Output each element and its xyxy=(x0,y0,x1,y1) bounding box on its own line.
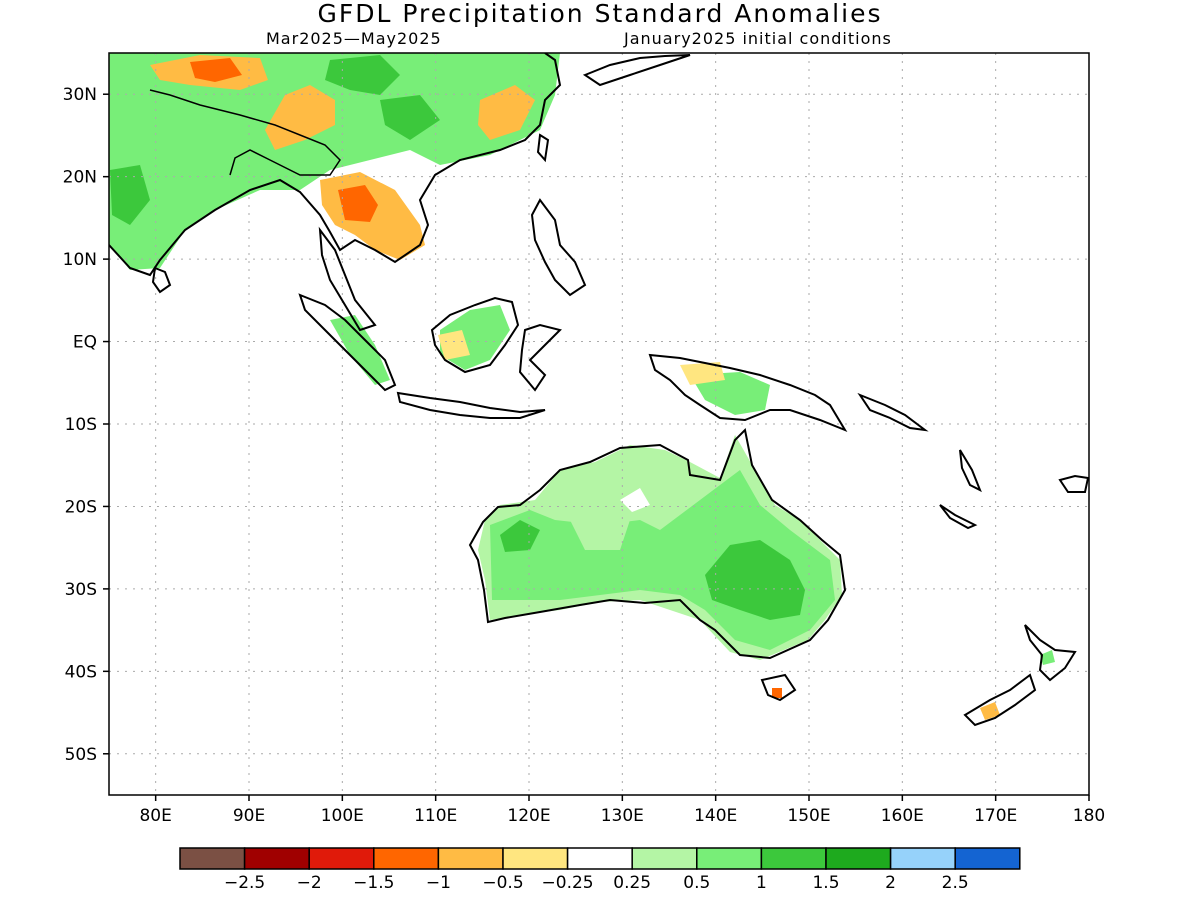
tasmania-negative-anomaly xyxy=(772,688,782,698)
new-caledonia-coastline xyxy=(939,504,978,530)
longitude-labels: 80E 90E 100E 110E 120E 130E 140E 150E 160E 170E 18… xyxy=(139,795,1105,826)
colorbar-label-3: −1 xyxy=(426,873,451,893)
philippines-coastline xyxy=(530,198,587,297)
colorbar-swatch-10 xyxy=(825,847,892,870)
sulawesi-coastline xyxy=(518,323,562,392)
colorbar-label-6: 0.25 xyxy=(613,873,651,893)
lat-label-10S: 10S xyxy=(65,415,97,435)
colorbar-label-7: 0.5 xyxy=(683,873,710,893)
indochina-negative-anomaly-strong xyxy=(338,185,378,222)
new-zealand-north-coastline xyxy=(1024,624,1077,682)
colorbar-swatch-8 xyxy=(696,847,763,870)
east-china-negative-anomaly xyxy=(478,85,535,140)
asia-anomaly-fill-strong xyxy=(325,55,400,95)
china-negative-anomaly xyxy=(265,85,335,150)
fiji-coastline xyxy=(1058,474,1089,493)
lat-label-30N: 30N xyxy=(63,85,97,105)
coastlines xyxy=(109,53,1089,727)
colorbar-label-9: 1.5 xyxy=(812,873,839,893)
new-guinea-coastline xyxy=(648,353,848,433)
asia-anomaly-fill xyxy=(109,53,560,270)
colorbar-label-5: −0.25 xyxy=(542,873,594,893)
new-zealand-negative-anomaly xyxy=(980,702,1000,720)
colorbar-swatch-9 xyxy=(760,847,827,870)
lon-label-80E: 80E xyxy=(139,806,171,826)
forecast-period: Mar2025—May2025 xyxy=(266,29,442,48)
colorbar-swatch-4 xyxy=(437,847,504,870)
australia-anomaly-fill-strong-3 xyxy=(500,520,540,552)
colorbar-label-2: −1.5 xyxy=(353,873,394,893)
colorbar-label-1: −2 xyxy=(297,873,322,893)
java-coastline xyxy=(396,391,546,419)
sri-lanka-coastline xyxy=(151,266,172,294)
colorbar-label-0: −2.5 xyxy=(224,873,265,893)
tasmania-coastline xyxy=(760,673,797,702)
colorbar-swatch-1 xyxy=(243,847,310,870)
india-anomaly-fill xyxy=(110,165,150,225)
lon-label-110E: 110E xyxy=(414,806,457,826)
mainland-asia-coastline xyxy=(109,53,562,277)
lon-label-160E: 160E xyxy=(881,806,924,826)
australia-coastline xyxy=(468,427,847,660)
new-guinea-negative-anomaly xyxy=(680,362,725,385)
colorbar-swatch-0 xyxy=(179,847,246,870)
borneo-coastline xyxy=(430,296,520,374)
initial-conditions: January2025 initial conditions xyxy=(624,29,892,48)
lon-label-180: 180 xyxy=(1073,806,1105,826)
himalaya-border xyxy=(149,89,341,176)
colorbar-swatch-6 xyxy=(566,847,633,870)
lat-label-50S: 50S xyxy=(65,745,97,765)
lat-label-20N: 20N xyxy=(63,168,97,188)
lon-label-170E: 170E xyxy=(974,806,1017,826)
australia-anomaly-fill-strong-2 xyxy=(705,540,805,620)
grid-lines xyxy=(109,53,1090,795)
anomaly-shading xyxy=(109,53,1055,720)
lat-label-EQ: EQ xyxy=(73,333,97,353)
colorbar-swatch-11 xyxy=(889,847,956,870)
map-title: GFDL Precipitation Standard Anomalies xyxy=(317,0,883,28)
australia-anomaly-fill-light xyxy=(570,505,630,550)
colorbar-swatch-12 xyxy=(954,847,1021,870)
taiwan-coastline xyxy=(536,133,550,163)
tibet-negative-anomaly-strong xyxy=(190,58,242,82)
australia-white-patch xyxy=(620,488,650,512)
sumatra-coastline xyxy=(298,293,397,392)
vanuatu-coastline xyxy=(959,449,982,493)
colorbar-label-4: −0.5 xyxy=(482,873,523,893)
colorbar-legend xyxy=(179,847,1021,870)
solomon-islands-coastline xyxy=(857,392,929,432)
lat-label-10N: 10N xyxy=(63,250,97,270)
colorbar-swatch-7 xyxy=(631,847,698,870)
new-zealand-south-coastline xyxy=(963,673,1037,727)
colorbar-swatch-5 xyxy=(502,847,569,870)
new-zealand-positive-anomaly xyxy=(1040,650,1055,665)
sumatra-anomaly xyxy=(330,315,390,385)
colorbar-label-10: 2 xyxy=(885,873,896,893)
colorbar-label-11: 2.5 xyxy=(942,873,969,893)
lat-label-20S: 20S xyxy=(65,497,97,517)
lon-label-100E: 100E xyxy=(321,806,364,826)
lon-label-140E: 140E xyxy=(694,806,737,826)
lat-label-40S: 40S xyxy=(65,662,97,682)
lon-label-150E: 150E xyxy=(787,806,830,826)
lon-label-90E: 90E xyxy=(233,806,265,826)
latitude-labels: 30N 20N 10N EQ 10S 20S 30S 40S 50S xyxy=(63,85,109,765)
new-guinea-anomaly xyxy=(690,372,770,415)
asia-anomaly-fill-strong-2 xyxy=(380,95,440,140)
lat-label-30S: 30S xyxy=(65,580,97,600)
colorbar-labels: −2.5 −2 −1.5 −1 −0.5 −0.25 0.25 0.5 1 1.5 2 2.5 xyxy=(224,873,969,893)
malay-peninsula-coastline xyxy=(318,226,377,332)
japan-coastline xyxy=(582,54,691,87)
lon-label-130E: 130E xyxy=(601,806,644,826)
colorbar-swatch-3 xyxy=(373,847,440,870)
lon-label-120E: 120E xyxy=(507,806,550,826)
colorbar-swatch-2 xyxy=(308,847,375,870)
colorbar-label-8: 1 xyxy=(756,873,767,893)
borneo-negative-anomaly xyxy=(438,330,470,360)
